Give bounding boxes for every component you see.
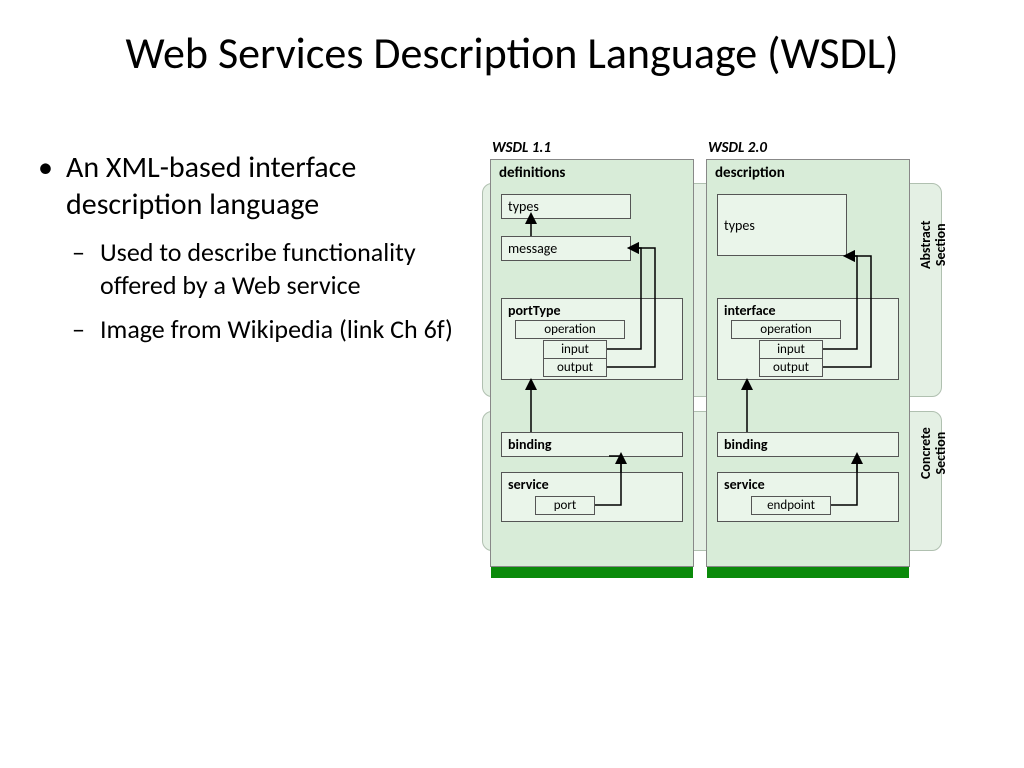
wsdl20-base xyxy=(707,550,909,578)
slide-content: An XML-based interface description langu… xyxy=(0,89,1024,357)
wsdl11-base xyxy=(491,550,693,578)
wsdl20-title: WSDL 2.0 xyxy=(706,139,910,157)
slide-title: Web Services Description Language (WSDL) xyxy=(0,0,1024,89)
bullet-level2-b: Image from Wikipedia (link Ch 6f) xyxy=(30,313,490,347)
wsdl11-title: WSDL 1.1 xyxy=(490,139,694,157)
wsdl-diagram: WSDL 1.1 definitions types message portT… xyxy=(490,119,990,599)
wsdl11-binding-box: binding xyxy=(501,432,683,457)
bullet-level2-a: Used to describe functionality offered b… xyxy=(30,236,490,304)
wsdl11-message-box: message xyxy=(501,236,631,261)
wsdl11-column: WSDL 1.1 definitions types message portT… xyxy=(490,139,694,579)
wsdl11-body: definitions types message portType opera… xyxy=(490,159,694,567)
concrete-l2: Section xyxy=(932,431,949,474)
diagram-column: WSDL 1.1 definitions types message portT… xyxy=(490,119,994,357)
wsdl11-port-box: port xyxy=(535,496,595,515)
wsdl20-output-box: output xyxy=(759,358,823,377)
wsdl20-column: WSDL 2.0 description types interface ope… xyxy=(706,139,910,579)
wsdl20-body: description types interface operation in… xyxy=(706,159,910,567)
wsdl20-header: description xyxy=(707,160,909,186)
wsdl11-output-box: output xyxy=(543,358,607,377)
wsdl20-types-box: types xyxy=(717,194,847,256)
bullet-level1: An XML-based interface description langu… xyxy=(30,149,490,224)
wsdl11-types-box: types xyxy=(501,194,631,219)
wsdl20-binding-box: binding xyxy=(717,432,899,457)
wsdl20-endpoint-box: endpoint xyxy=(751,496,831,515)
concrete-label: Concrete Section xyxy=(918,427,949,479)
wsdl11-operation-box: operation xyxy=(515,320,625,339)
wsdl20-input-box: input xyxy=(759,340,823,359)
wsdl20-operation-box: operation xyxy=(731,320,841,339)
abstract-l2: Section xyxy=(932,223,949,266)
wsdl11-input-box: input xyxy=(543,340,607,359)
abstract-label: Abstract Section xyxy=(918,220,949,269)
wsdl11-header: definitions xyxy=(491,160,693,186)
text-column: An XML-based interface description langu… xyxy=(30,119,490,357)
